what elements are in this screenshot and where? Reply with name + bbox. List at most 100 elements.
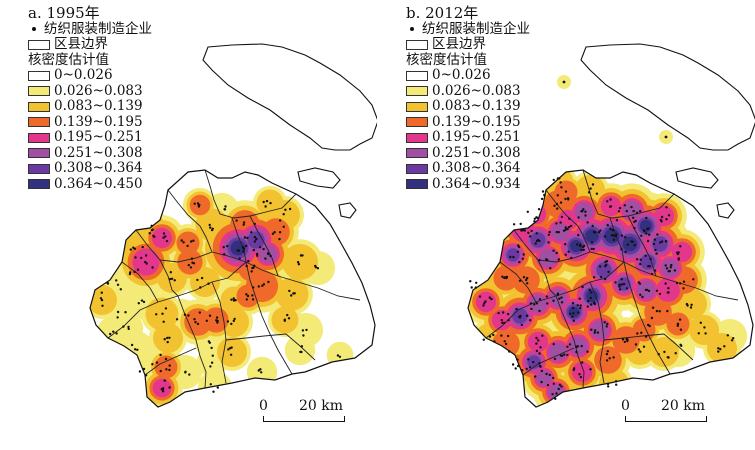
enterprise-point bbox=[605, 352, 609, 356]
enterprise-point bbox=[618, 283, 621, 286]
enterprise-point bbox=[302, 334, 305, 337]
enterprise-point bbox=[501, 275, 504, 278]
enterprise-point bbox=[522, 253, 525, 256]
enterprise-point bbox=[134, 256, 137, 259]
density-blob bbox=[652, 236, 668, 252]
enterprise-point bbox=[577, 216, 580, 219]
enterprise-point bbox=[242, 221, 246, 224]
enterprise-point bbox=[580, 248, 583, 252]
enterprise-point bbox=[560, 385, 563, 388]
enterprise-point bbox=[648, 233, 651, 236]
density-blob bbox=[640, 254, 656, 270]
enterprise-point bbox=[287, 317, 291, 320]
district-boundary bbox=[537, 259, 557, 297]
enterprise-point bbox=[568, 217, 571, 220]
enterprise-point bbox=[162, 236, 165, 239]
enterprise-point bbox=[530, 307, 533, 311]
enterprise-point bbox=[187, 314, 190, 317]
enterprise-point bbox=[119, 288, 123, 291]
enterprise-point bbox=[533, 217, 536, 220]
enterprise-point bbox=[590, 303, 593, 306]
enterprise-point bbox=[226, 320, 230, 323]
enterprise-point bbox=[230, 322, 233, 326]
density-class-7: 0.364~0.450 bbox=[28, 176, 152, 193]
enterprise-point bbox=[538, 298, 542, 301]
enterprise-point-symbol bbox=[32, 27, 36, 32]
enterprise-point bbox=[622, 282, 626, 286]
enterprise-point bbox=[644, 335, 648, 338]
enterprise-point bbox=[555, 222, 558, 225]
enterprise-point bbox=[564, 197, 567, 201]
enterprise-point bbox=[599, 275, 603, 279]
enterprise-point bbox=[665, 267, 669, 270]
enterprise-point bbox=[207, 282, 210, 285]
enterprise-point bbox=[620, 283, 623, 286]
enterprise-point bbox=[284, 208, 287, 211]
enterprise-point bbox=[128, 271, 132, 274]
enterprise-point bbox=[538, 259, 541, 262]
enterprise-point bbox=[587, 191, 591, 194]
enterprise-point bbox=[639, 350, 642, 353]
enterprise-point bbox=[584, 214, 587, 217]
enterprise-point bbox=[526, 276, 529, 280]
density-blob bbox=[653, 205, 675, 227]
enterprise-point bbox=[637, 281, 641, 284]
panel-title: a. 1995年 bbox=[28, 4, 100, 22]
enterprise-point bbox=[620, 234, 624, 237]
enterprise-point bbox=[586, 305, 589, 308]
enterprise-point bbox=[133, 270, 136, 273]
enterprise-point bbox=[599, 229, 602, 232]
enterprise-point bbox=[605, 325, 608, 328]
density-class-0: 0~0.026 bbox=[28, 67, 152, 84]
enterprise-point bbox=[233, 317, 236, 321]
enterprise-point bbox=[575, 345, 578, 348]
enterprise-point bbox=[163, 338, 166, 341]
enterprise-point bbox=[188, 373, 191, 376]
enterprise-point bbox=[507, 319, 510, 322]
enterprise-point bbox=[300, 345, 304, 348]
density-blob bbox=[644, 298, 672, 326]
enterprise-point bbox=[578, 373, 581, 376]
density-class-swatch bbox=[28, 163, 50, 174]
enterprise-point bbox=[591, 183, 595, 186]
enterprise-point bbox=[305, 328, 308, 332]
enterprise-point bbox=[653, 238, 657, 241]
enterprise-point bbox=[557, 231, 560, 234]
enterprise-point bbox=[505, 276, 508, 280]
enterprise-point bbox=[271, 232, 275, 235]
density-classes: 0~0.026 0.026~0.083 0.083~0.139 0.139~0.195… bbox=[406, 67, 530, 192]
enterprise-point bbox=[478, 295, 482, 298]
enterprise-point bbox=[165, 239, 169, 243]
enterprise-point bbox=[533, 303, 536, 306]
enterprise-point bbox=[127, 327, 130, 331]
enterprise-point bbox=[597, 231, 601, 234]
enterprise-point bbox=[552, 382, 555, 385]
scale-zero-label: 0 bbox=[621, 398, 630, 414]
density-blob bbox=[275, 277, 309, 311]
density-class-label: 0.083~0.139 bbox=[432, 98, 521, 114]
enterprise-point bbox=[159, 369, 162, 373]
enterprise-point bbox=[241, 246, 245, 249]
point-label: 纺织服装制造企业 bbox=[44, 20, 152, 37]
density-class-0: 0~0.026 bbox=[406, 67, 530, 84]
district-boundary bbox=[204, 169, 297, 219]
enterprise-point bbox=[589, 368, 592, 371]
map-panel-2012: b. 2012年 纺织服装制造企业 区县边界 核密度估计值 0~0.026 0.0… bbox=[378, 0, 755, 450]
district-boundary bbox=[589, 281, 605, 384]
enterprise-point bbox=[682, 280, 686, 283]
enterprise-point bbox=[564, 226, 567, 229]
enterprise-point bbox=[655, 309, 659, 313]
enterprise-point bbox=[210, 346, 213, 350]
enterprise-point bbox=[122, 325, 125, 328]
density-blob bbox=[585, 229, 599, 243]
enterprise-point bbox=[145, 262, 148, 265]
density-class-5: 0.251~0.308 bbox=[28, 145, 152, 162]
enterprise-point bbox=[237, 249, 241, 252]
enterprise-point bbox=[535, 349, 539, 353]
density-blob bbox=[590, 320, 610, 340]
density-blob bbox=[538, 248, 558, 268]
density-map-1995 bbox=[89, 43, 377, 408]
enterprise-point bbox=[133, 348, 137, 351]
enterprise-point bbox=[605, 359, 609, 362]
density-class-3: 0.139~0.195 bbox=[406, 114, 530, 131]
